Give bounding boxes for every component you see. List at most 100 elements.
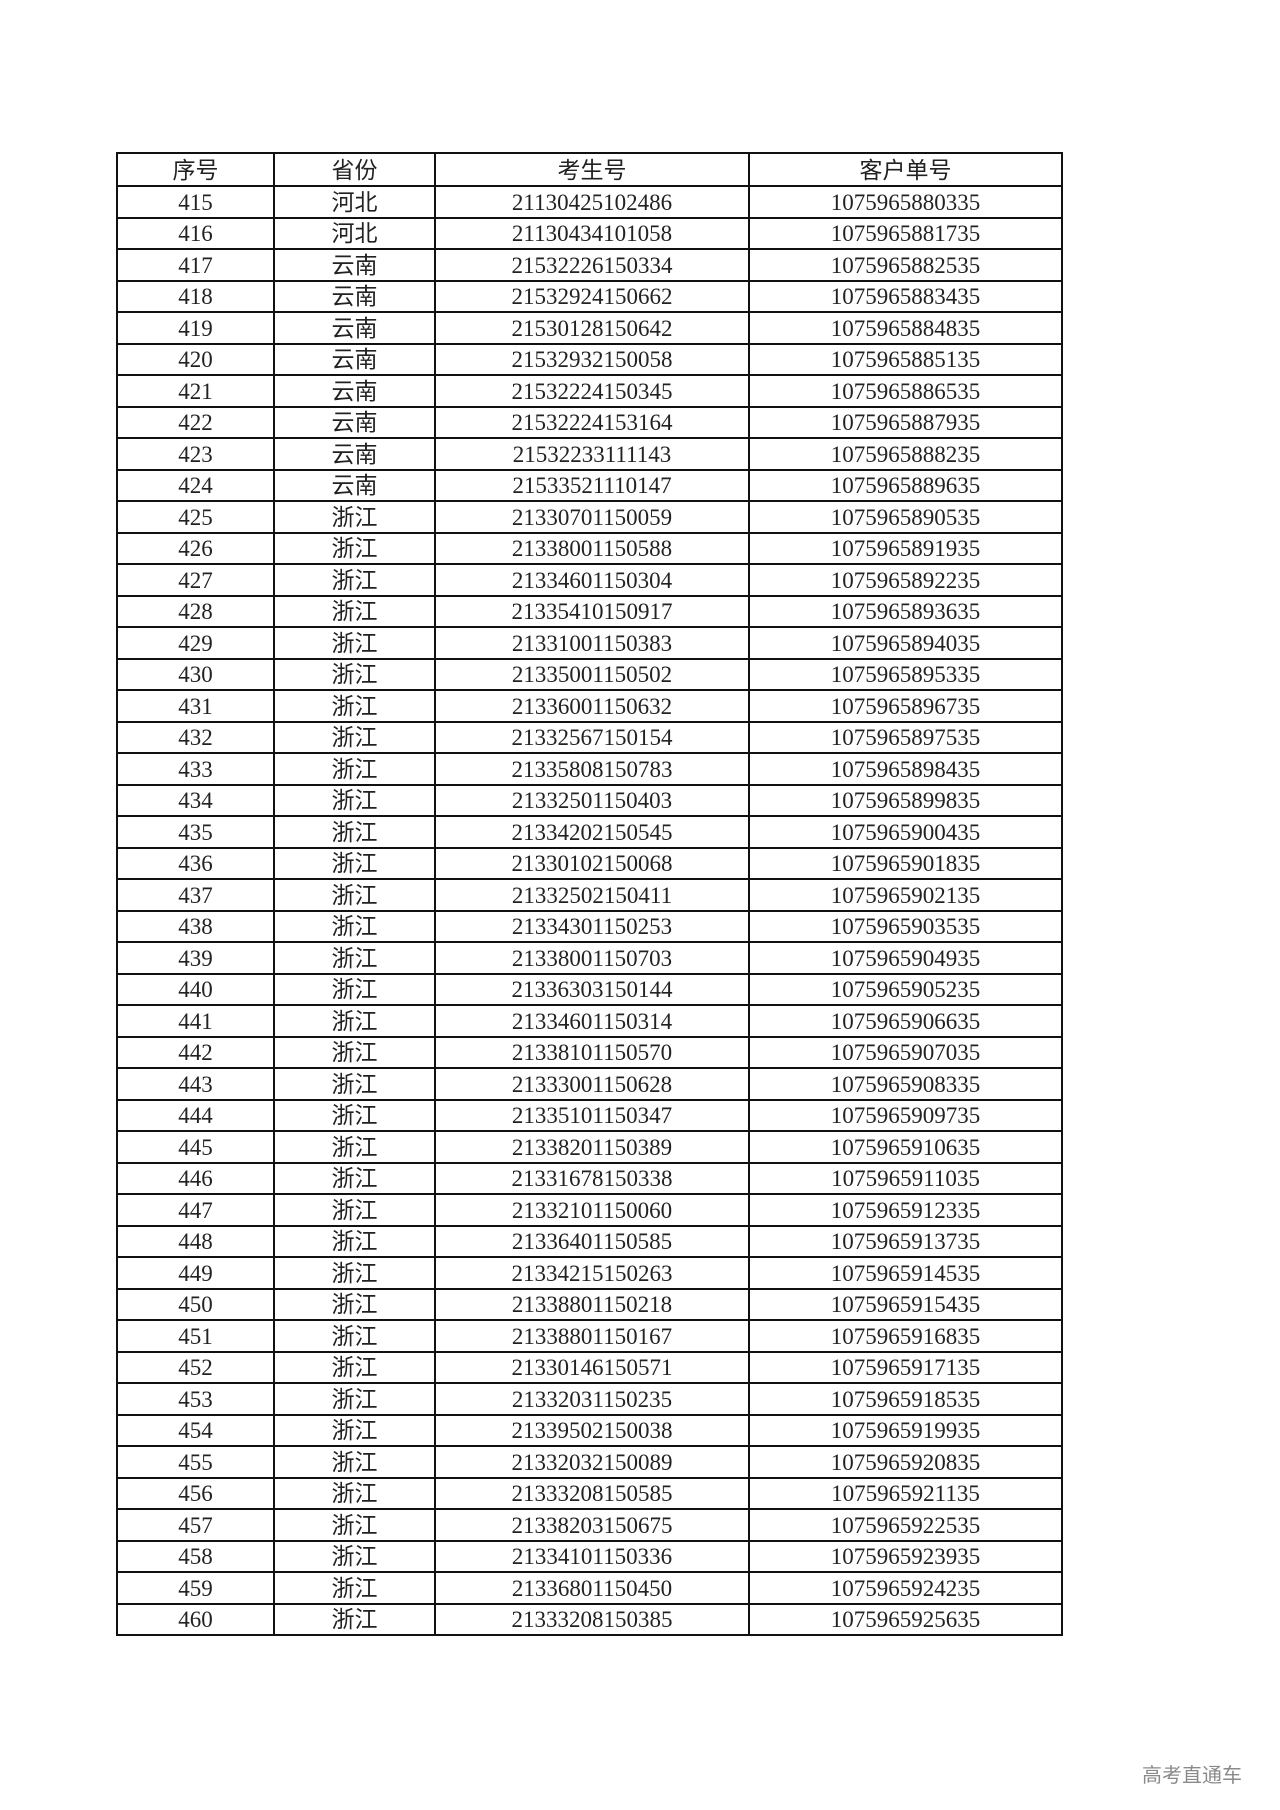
cell-exam-number: 21332501150403 <box>434 783 750 817</box>
cell-province: 浙江 <box>273 1413 436 1447</box>
cell-index: 449 <box>116 1256 275 1290</box>
cell-order-number: 1075965913735 <box>748 1224 1063 1258</box>
cell-province: 浙江 <box>273 1287 436 1321</box>
table-row: 452 浙江 21330146150571 1075965917135 <box>116 1350 1063 1384</box>
cell-exam-number: 21532932150058 <box>434 342 750 376</box>
cell-index: 416 <box>116 216 275 250</box>
cell-index: 438 <box>116 909 275 943</box>
cell-exam-number: 21336401150585 <box>434 1224 750 1258</box>
cell-province: 云南 <box>273 374 436 408</box>
cell-index: 447 <box>116 1193 275 1227</box>
cell-order-number: 1075965914535 <box>748 1256 1063 1290</box>
cell-order-number: 1075965925635 <box>748 1602 1063 1636</box>
cell-province: 浙江 <box>273 1445 436 1479</box>
header-exam-number: 考生号 <box>434 152 750 187</box>
cell-order-number: 1075965903535 <box>748 909 1063 943</box>
table-row: 447 浙江 21332101150060 1075965912335 <box>116 1193 1063 1227</box>
table-row: 458 浙江 21334101150336 1075965923935 <box>116 1539 1063 1573</box>
cell-order-number: 1075965881735 <box>748 216 1063 250</box>
cell-order-number: 1075965906635 <box>748 1004 1063 1038</box>
table-row: 435 浙江 21334202150545 1075965900435 <box>116 815 1063 849</box>
cell-province: 浙江 <box>273 1350 436 1384</box>
cell-index: 458 <box>116 1539 275 1573</box>
cell-province: 浙江 <box>273 1161 436 1195</box>
cell-province: 云南 <box>273 405 436 439</box>
cell-index: 426 <box>116 531 275 565</box>
cell-index: 445 <box>116 1130 275 1164</box>
cell-order-number: 1075965919935 <box>748 1413 1063 1447</box>
table-row: 453 浙江 21332031150235 1075965918535 <box>116 1382 1063 1416</box>
cell-index: 437 <box>116 878 275 912</box>
table-row: 445 浙江 21338201150389 1075965910635 <box>116 1130 1063 1164</box>
cell-province: 浙江 <box>273 626 436 660</box>
cell-province: 浙江 <box>273 1602 436 1636</box>
cell-exam-number: 21532233111143 <box>434 437 750 471</box>
cell-index: 428 <box>116 594 275 628</box>
cell-order-number: 1075965918535 <box>748 1382 1063 1416</box>
cell-province: 云南 <box>273 279 436 313</box>
cell-province: 云南 <box>273 437 436 471</box>
cell-index: 420 <box>116 342 275 376</box>
cell-index: 429 <box>116 626 275 660</box>
table-row: 459 浙江 21336801150450 1075965924235 <box>116 1571 1063 1605</box>
cell-exam-number: 21334301150253 <box>434 909 750 943</box>
table-row: 431 浙江 21336001150632 1075965896735 <box>116 689 1063 723</box>
cell-order-number: 1075965901835 <box>748 846 1063 880</box>
cell-province: 浙江 <box>273 846 436 880</box>
cell-province: 浙江 <box>273 783 436 817</box>
cell-index: 433 <box>116 752 275 786</box>
cell-order-number: 1075965902135 <box>748 878 1063 912</box>
cell-order-number: 1075965884835 <box>748 311 1063 345</box>
cell-exam-number: 21330701150059 <box>434 500 750 534</box>
table-row: 420 云南 21532932150058 1075965885135 <box>116 342 1063 376</box>
cell-province: 浙江 <box>273 1319 436 1353</box>
cell-order-number: 1075965924235 <box>748 1571 1063 1605</box>
table-row: 422 云南 21532224153164 1075965887935 <box>116 405 1063 439</box>
cell-index: 432 <box>116 720 275 754</box>
cell-index: 446 <box>116 1161 275 1195</box>
table-row: 423 云南 21532233111143 1075965888235 <box>116 437 1063 471</box>
cell-order-number: 1075965899835 <box>748 783 1063 817</box>
cell-order-number: 1075965887935 <box>748 405 1063 439</box>
cell-exam-number: 21334202150545 <box>434 815 750 849</box>
cell-exam-number: 21332502150411 <box>434 878 750 912</box>
table-row: 446 浙江 21331678150338 1075965911035 <box>116 1161 1063 1195</box>
cell-exam-number: 21330146150571 <box>434 1350 750 1384</box>
table-row: 415 河北 21130425102486 1075965880335 <box>116 185 1063 219</box>
table-row: 457 浙江 21338203150675 1075965922535 <box>116 1508 1063 1542</box>
cell-province: 浙江 <box>273 1193 436 1227</box>
cell-order-number: 1075965904935 <box>748 941 1063 975</box>
cell-index: 459 <box>116 1571 275 1605</box>
table-row: 440 浙江 21336303150144 1075965905235 <box>116 972 1063 1006</box>
cell-province: 浙江 <box>273 972 436 1006</box>
cell-exam-number: 21332031150235 <box>434 1382 750 1416</box>
cell-exam-number: 21533521110147 <box>434 468 750 502</box>
table-row: 448 浙江 21336401150585 1075965913735 <box>116 1224 1063 1258</box>
table-row: 439 浙江 21338001150703 1075965904935 <box>116 941 1063 975</box>
table-row: 451 浙江 21338801150167 1075965916835 <box>116 1319 1063 1353</box>
cell-exam-number: 21333208150585 <box>434 1476 750 1510</box>
cell-province: 浙江 <box>273 941 436 975</box>
cell-exam-number: 21334601150304 <box>434 563 750 597</box>
table-row: 425 浙江 21330701150059 1075965890535 <box>116 500 1063 534</box>
cell-index: 419 <box>116 311 275 345</box>
cell-exam-number: 21130425102486 <box>434 185 750 219</box>
cell-province: 云南 <box>273 311 436 345</box>
cell-province: 云南 <box>273 468 436 502</box>
cell-province: 浙江 <box>273 815 436 849</box>
cell-order-number: 1075965882535 <box>748 248 1063 282</box>
cell-order-number: 1075965896735 <box>748 689 1063 723</box>
cell-province: 浙江 <box>273 1130 436 1164</box>
cell-index: 460 <box>116 1602 275 1636</box>
cell-province: 浙江 <box>273 752 436 786</box>
table-row: 432 浙江 21332567150154 1075965897535 <box>116 720 1063 754</box>
cell-province: 浙江 <box>273 594 436 628</box>
cell-province: 浙江 <box>273 1476 436 1510</box>
watermark: 高考直通车 <box>1142 1763 1242 1787</box>
cell-exam-number: 21332101150060 <box>434 1193 750 1227</box>
cell-exam-number: 21330102150068 <box>434 846 750 880</box>
cell-province: 浙江 <box>273 657 436 691</box>
cell-exam-number: 21532224153164 <box>434 405 750 439</box>
cell-province: 浙江 <box>273 531 436 565</box>
cell-order-number: 1075965905235 <box>748 972 1063 1006</box>
